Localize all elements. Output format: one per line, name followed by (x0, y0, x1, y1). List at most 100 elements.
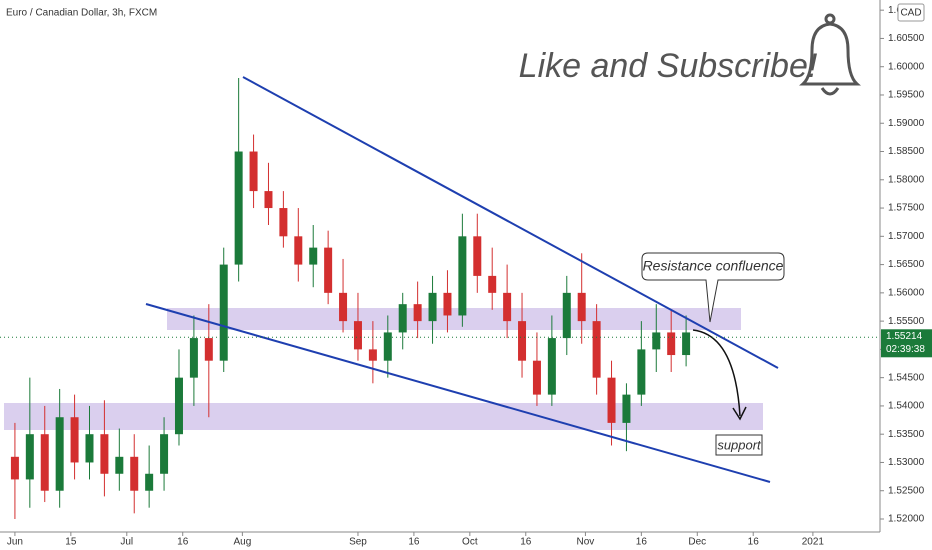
y-tick-label: 1.52500 (888, 485, 925, 496)
y-tick-label: 1.57500 (888, 203, 925, 214)
last-price-box (881, 329, 932, 358)
y-tick-label: 1.58500 (888, 146, 925, 157)
y-tick-label: 1.54000 (888, 401, 925, 412)
y-tick-label: 1.56000 (888, 287, 925, 298)
lower-trendline (145, 303, 771, 483)
candle-body (592, 321, 601, 378)
x-tick-label: Oct (462, 537, 478, 548)
axes: 1.52000 1.52500 1.53000 1.53500 1.54000 1.545… (0, 5, 932, 548)
resistance-zone (167, 308, 741, 330)
candle-body (174, 377, 183, 435)
candle-body (518, 321, 527, 361)
y-tick-label: 1.59500 (888, 90, 925, 101)
candle-body (488, 275, 497, 293)
candle-body (413, 304, 422, 322)
currency: CAD (900, 8, 921, 19)
x-tick-label: Jun (7, 537, 23, 548)
candle-body (353, 321, 362, 350)
x-tick-label: 16 (520, 537, 532, 548)
countdown: 02:39:38 (886, 344, 925, 355)
y-tick-label: 1.59000 (888, 118, 925, 129)
chart-title: Euro / Canadian Dollar, 3h, FXCM (6, 8, 157, 19)
y-tick-label: 1.57000 (888, 231, 925, 242)
x-tick-label: Nov (577, 537, 595, 548)
candle-body (309, 247, 318, 265)
candle-body (264, 191, 273, 209)
candle-body (368, 349, 377, 361)
currency-box (897, 3, 925, 22)
candle-body (607, 377, 616, 423)
x-tick-label: Jul (120, 537, 133, 548)
candle-body (10, 456, 19, 480)
candle-body (189, 338, 198, 378)
x-tick-label: Aug (233, 537, 251, 548)
y-tick-label: 1.56500 (888, 259, 925, 270)
candle-body (145, 473, 154, 491)
support-zone (4, 403, 763, 430)
candle-body (25, 434, 34, 480)
y-tick-label: 1.54500 (888, 372, 925, 383)
candle-body (160, 434, 169, 474)
candle-body (458, 236, 467, 316)
x-tick-label: 15 (65, 537, 77, 548)
candle-body (622, 394, 631, 423)
candle-body (473, 236, 482, 276)
candle-body (383, 332, 392, 361)
x-tick-label: 16 (408, 537, 420, 548)
y-tick-label: 1.52000 (888, 514, 925, 525)
resistance-label: Resistance confluence (643, 258, 784, 274)
candle-body (577, 292, 586, 322)
support-label: support (717, 437, 762, 452)
y-tick-label: 1.60000 (888, 61, 925, 72)
forecast-arrow (692, 329, 741, 417)
candle-body (279, 208, 288, 237)
candle-body (339, 292, 348, 322)
support-box (715, 434, 763, 456)
candle-body (428, 292, 437, 322)
callout-box (641, 252, 785, 323)
x-tick-label: 16 (177, 537, 189, 548)
candle-body (547, 338, 556, 395)
arrow-head (732, 406, 747, 421)
candles (10, 78, 691, 519)
x-tick-label: 2021 (802, 537, 825, 548)
candle-body (204, 338, 213, 361)
candle-body (443, 292, 452, 316)
x-tick-label: 16 (748, 537, 760, 548)
candle-body (562, 292, 571, 339)
candle-body (130, 456, 139, 491)
y-tick-label: 1.53000 (888, 457, 925, 468)
price-axis-bg (880, 0, 932, 550)
candle-body (667, 332, 676, 356)
banner: Like and Subscribe! (519, 47, 818, 85)
candle-body (100, 434, 109, 474)
candle-body (652, 332, 661, 350)
candle-body (234, 151, 243, 265)
candle-body (70, 417, 79, 463)
bell-icon (799, 13, 861, 96)
x-tick-label: 16 (636, 537, 648, 548)
last-price-label: 1.55214 (886, 331, 923, 342)
candle-body (249, 151, 258, 192)
y-tick-label: 1.55500 (888, 316, 925, 327)
candle-body (503, 292, 512, 322)
y-tick-label: 1.58000 (888, 174, 925, 185)
candle-body (55, 417, 64, 491)
x-tick-label: Sep (349, 537, 367, 548)
candle-body (398, 304, 407, 333)
candle-body (40, 434, 49, 491)
upper-trendline (242, 76, 779, 369)
candle-body (682, 332, 691, 356)
candle-body (115, 456, 124, 474)
y-tick-label: 1.60500 (888, 33, 925, 44)
candle-body (637, 349, 646, 395)
y-tick-label: 1.53500 (888, 429, 925, 440)
candle-body (219, 264, 228, 361)
x-tick-label: Dec (688, 537, 706, 548)
candle-body (532, 360, 541, 395)
candle-body (294, 236, 303, 265)
candle-body (324, 247, 333, 293)
